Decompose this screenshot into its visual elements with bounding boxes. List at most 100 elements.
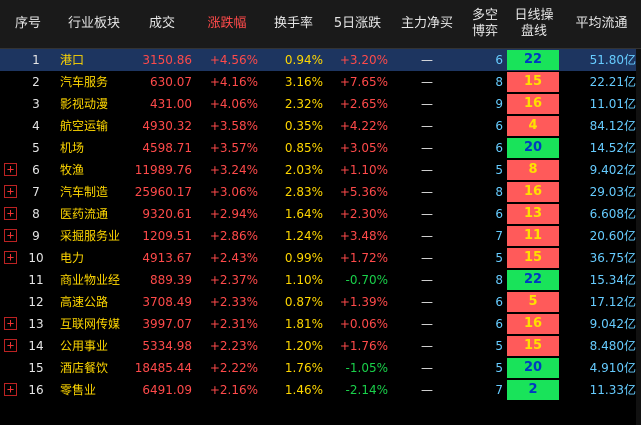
table-row[interactable]: +16 零售业 6491.09 +2.16% 1.46% -2.14% — 7 2 11.33亿	[0, 379, 641, 401]
expand-icon[interactable]: +	[4, 339, 17, 352]
cell-index: 12	[28, 295, 44, 309]
cell-sector-name[interactable]: 公用事业	[60, 339, 109, 353]
table-row[interactable]: +8 医药流通 9320.61 +2.94% 1.64% +2.30% — 6 13 6.608亿	[0, 203, 641, 225]
cell-sector-name[interactable]: 影视动漫	[60, 97, 109, 111]
table-row[interactable]: +9 采掘服务业 1209.51 +2.86% 1.24% +3.48% — 7 11 20.60…	[0, 225, 641, 247]
cell-rise5: +4.22%	[339, 119, 388, 133]
daily-line-badge: 4	[507, 116, 559, 136]
cell-rise5: +1.72%	[339, 251, 388, 265]
expand-icon[interactable]: +	[4, 229, 17, 242]
cell-rise5: +1.39%	[339, 295, 388, 309]
cell-long-short: 8	[495, 75, 503, 89]
expand-icon[interactable]: +	[4, 185, 17, 198]
table-row[interactable]: +7 汽车制造 25960.17 +3.06% 2.83% +5.36% — 8 16 29.03…	[0, 181, 641, 203]
cell-turnover: 2.32%	[284, 97, 323, 111]
cell-sector-name[interactable]: 电力	[60, 251, 85, 265]
cell-index: 4	[32, 119, 40, 133]
cell-main-net: —	[421, 295, 433, 309]
cell-sector-name[interactable]: 汽车服务	[60, 75, 109, 89]
daily-line-badge: 15	[507, 248, 559, 268]
cell-index: 5	[32, 141, 40, 155]
cell-sector-name[interactable]: 高速公路	[60, 295, 109, 309]
cell-sector-name[interactable]: 互联网传媒	[60, 317, 121, 331]
cell-index: 9	[32, 229, 40, 243]
cell-sector-name[interactable]: 采掘服务业	[60, 229, 121, 243]
cell-sector-name[interactable]: 医药流通	[60, 207, 109, 221]
cell-sector-name[interactable]: 港口	[60, 53, 85, 67]
cell-change: +2.33%	[209, 295, 258, 309]
cell-long-short: 6	[495, 53, 503, 67]
table-row[interactable]: +6 牧渔 11989.76 +3.24% 2.03% +1.10% — 5 8 9.402亿	[0, 159, 641, 181]
cell-long-short: 9	[495, 97, 503, 111]
cell-volume: 889.39	[150, 273, 192, 287]
col-index[interactable]: 序号	[0, 0, 56, 48]
table-row[interactable]: 1 港口 3150.86 +4.56% 0.94% +3.20% — 6 22 51.80亿	[0, 49, 641, 71]
col-turnover[interactable]: 换手率	[262, 0, 325, 48]
table-row[interactable]: 11 商业物业经 889.39 +2.37% 1.10% -0.70% — 8 22 15.34亿	[0, 269, 641, 291]
cell-index: 14	[28, 339, 44, 353]
cell-turnover: 1.24%	[284, 229, 323, 243]
table-row[interactable]: +10 电力 4913.67 +2.43% 0.99% +1.72% — 5 15 36.75亿	[0, 247, 641, 269]
cell-volume: 11989.76	[134, 163, 192, 177]
col-main-net[interactable]: 主力净买	[390, 0, 464, 48]
table-row[interactable]: 15 酒店餐饮 18485.44 +2.22% 1.76% -1.05% — 5 20 4.910…	[0, 357, 641, 379]
cell-volume: 4598.71	[142, 141, 192, 155]
cell-avg-flow: 29.03亿	[589, 185, 636, 199]
daily-line-badge: 16	[507, 94, 559, 114]
cell-avg-flow: 9.042亿	[589, 317, 636, 331]
expand-icon[interactable]: +	[4, 207, 17, 220]
cell-sector-name[interactable]: 零售业	[60, 383, 97, 397]
cell-change: +4.16%	[209, 75, 258, 89]
table-row[interactable]: +13 互联网传媒 3997.07 +2.31% 1.81% +0.06% — 6 16 9.04…	[0, 313, 641, 335]
cell-long-short: 6	[495, 141, 503, 155]
cell-turnover: 0.35%	[284, 119, 323, 133]
cell-sector-name[interactable]: 酒店餐饮	[60, 361, 109, 375]
cell-sector-name[interactable]: 商业物业经	[60, 273, 121, 287]
expand-icon[interactable]: +	[4, 163, 17, 176]
table-row[interactable]: 12 高速公路 3708.49 +2.33% 0.87% +1.39% — 6 5 17.12亿	[0, 291, 641, 313]
table-row[interactable]: +14 公用事业 5334.98 +2.23% 1.20% +1.76% — 5 15 8.480…	[0, 335, 641, 357]
expand-icon[interactable]: +	[4, 251, 17, 264]
expand-icon[interactable]: +	[4, 383, 17, 396]
daily-line-badge: 16	[507, 182, 559, 202]
col-change[interactable]: 涨跌幅	[192, 0, 262, 48]
col-rise5[interactable]: 5日涨跌	[325, 0, 390, 48]
col-sector[interactable]: 行业板块	[56, 0, 132, 48]
cell-index: 1	[32, 53, 40, 67]
cell-long-short: 5	[495, 361, 503, 375]
expand-icon[interactable]: +	[4, 317, 17, 330]
col-long-short-line1: 多空	[471, 8, 498, 23]
cell-long-short: 6	[495, 207, 503, 221]
cell-rise5: +7.65%	[339, 75, 388, 89]
table-row[interactable]: 5 机场 4598.71 +3.57% 0.85% +3.05% — 6 20 14.52亿	[0, 137, 641, 159]
col-long-short[interactable]: 多空 博弈	[464, 0, 506, 48]
cell-sector-name[interactable]: 机场	[60, 141, 85, 155]
col-daily-line[interactable]: 日线操 盘线	[506, 0, 562, 48]
vertical-scrollbar[interactable]	[636, 49, 641, 425]
cell-sector-name[interactable]: 航空运输	[60, 119, 109, 133]
cell-volume: 4930.32	[142, 119, 192, 133]
table-row[interactable]: 3 影视动漫 431.00 +4.06% 2.32% +2.65% — 9 16 11.01亿	[0, 93, 641, 115]
cell-rise5: -1.05%	[345, 361, 388, 375]
cell-turnover: 0.94%	[284, 53, 323, 67]
cell-volume: 18485.44	[134, 361, 192, 375]
cell-avg-flow: 8.480亿	[589, 339, 636, 353]
cell-sector-name[interactable]: 汽车制造	[60, 185, 109, 199]
cell-avg-flow: 51.80亿	[589, 53, 636, 67]
cell-sector-name[interactable]: 牧渔	[60, 163, 85, 177]
cell-long-short: 7	[495, 229, 503, 243]
cell-avg-flow: 11.33亿	[589, 383, 636, 397]
cell-long-short: 8	[495, 185, 503, 199]
cell-turnover: 1.81%	[284, 317, 323, 331]
col-volume[interactable]: 成交	[132, 0, 192, 48]
cell-volume: 3150.86	[142, 53, 192, 67]
table-row[interactable]: 4 航空运输 4930.32 +3.58% 0.35% +4.22% —6 4 84.12亿	[0, 115, 641, 137]
cell-turnover: 1.20%	[284, 339, 323, 353]
cell-main-net: —	[421, 229, 433, 243]
cell-volume: 431.00	[150, 97, 192, 111]
table-row[interactable]: 2 汽车服务 630.07 +4.16% 3.16% +7.65% — 8 15 22.21亿	[0, 71, 641, 93]
col-avg-flow[interactable]: 平均流通	[562, 0, 641, 48]
cell-turnover: 3.16%	[284, 75, 323, 89]
cell-index: 8	[32, 207, 40, 221]
cell-main-net: —	[421, 317, 433, 331]
